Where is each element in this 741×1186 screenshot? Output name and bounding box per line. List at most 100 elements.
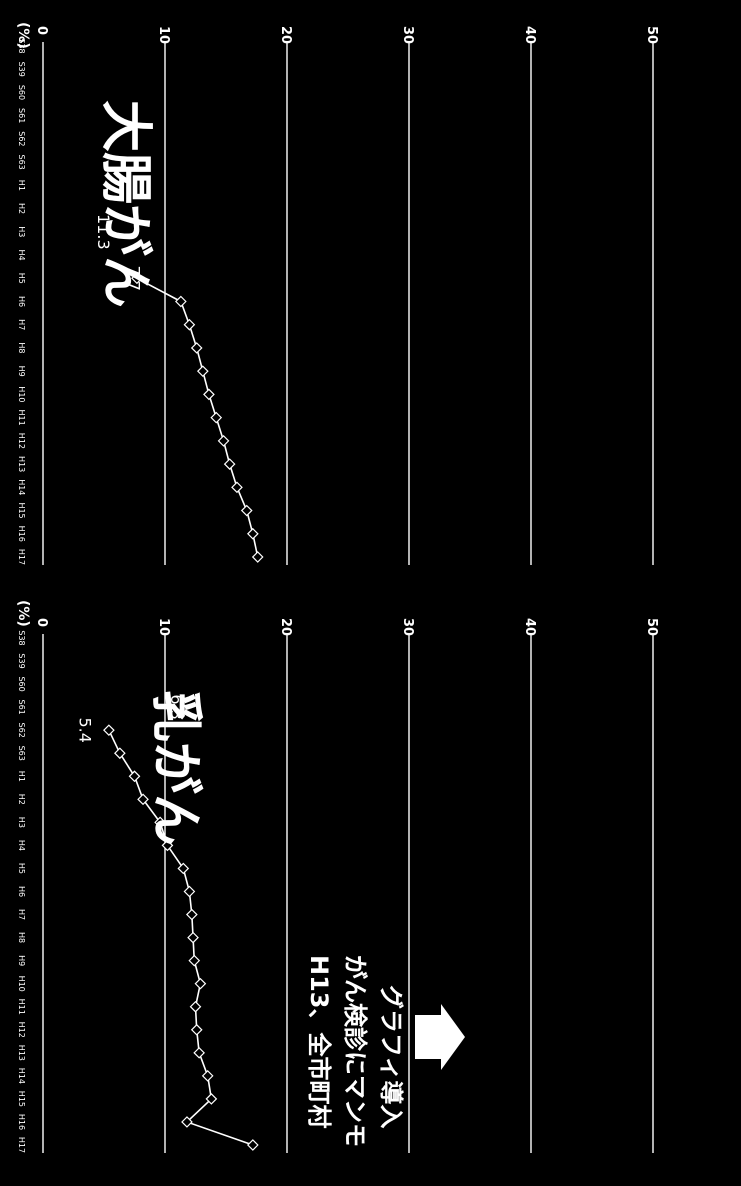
- x-tick-label: H11: [17, 410, 26, 426]
- data-label: 6.3: [167, 694, 186, 719]
- chart-colorectal-series: [131, 272, 264, 563]
- data-point: [193, 1046, 206, 1059]
- data-point: [194, 977, 207, 990]
- x-tick-label: S63: [17, 746, 26, 761]
- x-tick-label: S39: [17, 62, 26, 77]
- x-tick-label: H15: [17, 1091, 26, 1107]
- x-tick-label: H7: [17, 319, 26, 330]
- x-tick-label: H4: [17, 840, 26, 851]
- x-tick-label: H4: [17, 249, 26, 260]
- chart-breast-y-ticks: 0 10 20 30 40 50: [34, 618, 659, 636]
- chart-breast-note-line-3: グラフィ導入: [377, 985, 405, 1129]
- x-tick-label: H14: [17, 1068, 26, 1084]
- x-tick-label: H5: [17, 863, 26, 874]
- data-point: [188, 954, 201, 967]
- data-point: [203, 388, 215, 401]
- chart-colorectal-gridlines: [42, 42, 654, 565]
- data-point: [103, 724, 115, 737]
- chart-breast-annotations: 6.3 5.4: [76, 694, 187, 742]
- rotated-page: (%) 0 10 20 30 40 50 S38 S39 S60 S61 S62 S63 H1 H2 H3…: [15, 22, 659, 1153]
- data-point: [240, 504, 253, 517]
- data-point: [114, 747, 126, 760]
- data-point: [187, 931, 199, 944]
- chart-colorectal-annotations: 11.3 7.7: [94, 214, 144, 291]
- x-tick-label: H3: [17, 226, 26, 237]
- data-point: [205, 1093, 218, 1105]
- y-tick-label: 20: [278, 26, 293, 44]
- chart-breast: (%) 0 10 20 30 40 50 S38 S39 S60 S61 S62 S63 H1 H2 H3…: [15, 600, 659, 1153]
- x-tick-label: H5: [17, 273, 26, 284]
- data-point: [161, 839, 174, 852]
- data-point: [189, 1000, 202, 1013]
- data-point: [190, 342, 203, 354]
- arrow-down-icon: [415, 1004, 465, 1070]
- x-tick-label: H16: [17, 1114, 26, 1130]
- x-tick-label: S38: [17, 630, 26, 645]
- x-tick-label: H16: [17, 526, 26, 542]
- data-point: [210, 411, 223, 424]
- y-tick-label: 40: [522, 618, 537, 636]
- chart-breast-note-line-2: がん検診にマンモ: [341, 955, 369, 1147]
- data-point: [217, 435, 230, 447]
- chart-colorectal: (%) 0 10 20 30 40 50 S38 S39 S60 S61 S62 S63 H1 H2 H3…: [15, 22, 659, 565]
- x-tick-label: H12: [17, 1022, 26, 1038]
- chart-breast-note: H13、全市町村 がん検診にマンモ グラフィ導入: [305, 955, 465, 1147]
- x-tick-label: H17: [17, 549, 26, 565]
- data-point: [201, 1070, 214, 1082]
- y-tick-label: 10: [156, 618, 171, 636]
- x-tick-label: H2: [17, 794, 26, 805]
- x-tick-label: H13: [17, 1045, 26, 1061]
- y-tick-label: 50: [644, 618, 659, 636]
- data-point: [183, 885, 196, 898]
- y-tick-label: 20: [278, 618, 293, 636]
- data-point: [246, 527, 259, 540]
- x-tick-label: H2: [17, 203, 26, 214]
- x-tick-label: H14: [17, 479, 26, 495]
- x-tick-label: H10: [17, 976, 26, 992]
- chart-breast-unit: (%): [15, 600, 31, 627]
- data-label: 7.7: [124, 266, 143, 291]
- chart-colorectal-unit: (%): [15, 22, 31, 49]
- x-tick-label: S61: [17, 700, 26, 715]
- x-tick-label: H13: [17, 456, 26, 472]
- y-tick-label: 50: [644, 26, 659, 44]
- x-tick-label: S63: [17, 155, 26, 170]
- data-point: [185, 908, 198, 921]
- y-tick-label: 40: [522, 26, 537, 44]
- data-point: [175, 295, 187, 308]
- x-tick-label: S62: [17, 131, 26, 146]
- chart-breast-note-line-1: H13、全市町村: [305, 955, 333, 1128]
- x-tick-label: H1: [17, 771, 26, 782]
- chart-breast-x-ticks: S38 S39 S60 S61 S62 S63 H1 H2 H3 H4 H5 H6 H7 H8 H9 H10 H…: [17, 630, 26, 1153]
- x-tick-label: H3: [17, 817, 26, 828]
- x-tick-label: H12: [17, 433, 26, 449]
- data-point: [137, 793, 149, 806]
- x-tick-label: S39: [17, 653, 26, 668]
- chart-colorectal-title: 大腸がん: [95, 100, 155, 308]
- x-tick-label: H6: [17, 296, 26, 307]
- x-tick-label: H7: [17, 909, 26, 920]
- x-tick-label: H11: [17, 999, 26, 1015]
- data-label: 11.3: [94, 214, 113, 250]
- x-tick-label: H17: [17, 1137, 26, 1153]
- data-point: [154, 816, 166, 829]
- data-point: [251, 551, 264, 563]
- chart-breast-title: 乳がん: [145, 690, 205, 846]
- data-point: [181, 1116, 193, 1128]
- chart-colorectal-y-ticks: 0 10 20 30 40 50: [34, 26, 659, 44]
- chart-breast-gridlines: [42, 634, 654, 1153]
- data-point: [183, 318, 196, 331]
- x-tick-label: H9: [17, 955, 26, 966]
- x-tick-label: S60: [17, 85, 26, 100]
- y-tick-label: 10: [156, 26, 171, 44]
- y-tick-label: 0: [34, 618, 49, 627]
- data-point: [223, 458, 236, 470]
- data-point: [231, 481, 243, 494]
- x-tick-label: S38: [17, 38, 26, 53]
- data-point: [128, 770, 141, 783]
- data-point: [190, 1023, 203, 1036]
- x-tick-label: H8: [17, 932, 26, 943]
- chart-breast-series: [103, 724, 259, 1151]
- x-tick-label: H15: [17, 502, 26, 518]
